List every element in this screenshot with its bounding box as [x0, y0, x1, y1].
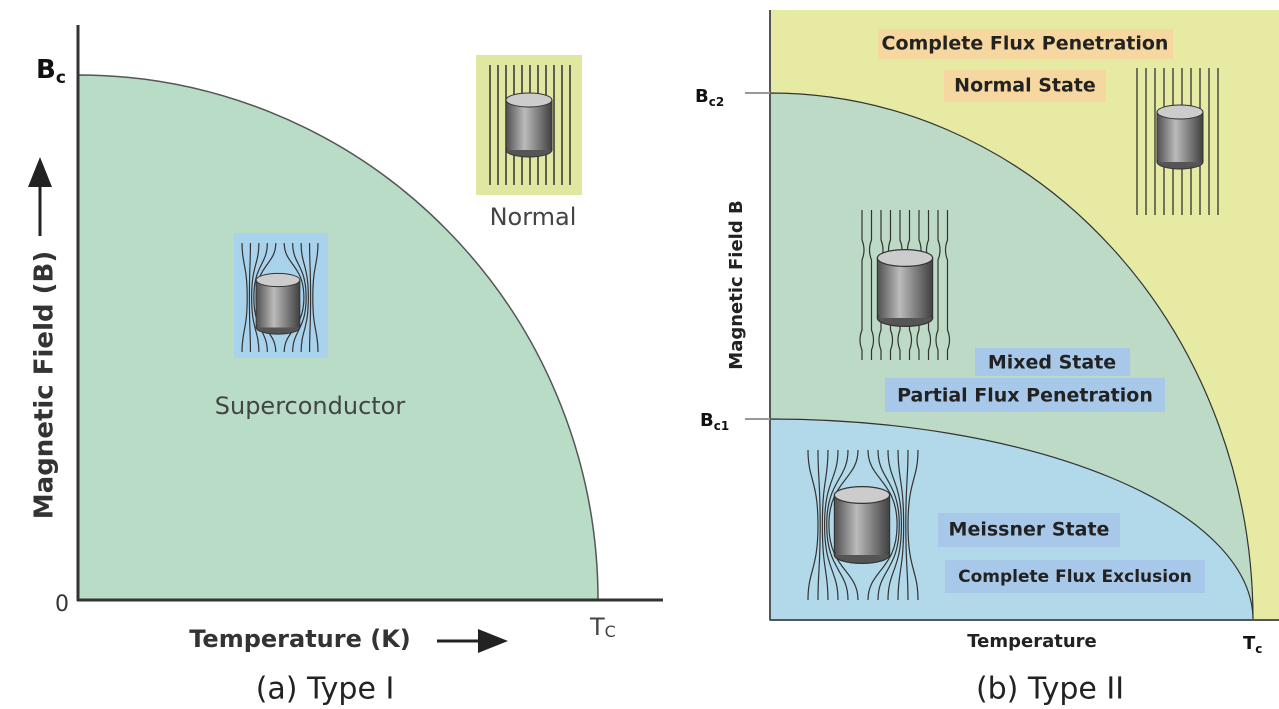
origin-label: 0	[55, 592, 69, 617]
y-axis-title: Magnetic Field B	[726, 200, 747, 369]
type-1-panel: Bc Magnetic Field (B) 0 Temperature (K) …	[30, 25, 664, 707]
x-axis-title: Temperature (K)	[189, 625, 411, 653]
tc-label: TC	[589, 613, 616, 641]
cylinder	[1157, 105, 1203, 169]
mixed-label: Partial Flux Penetration	[897, 385, 1153, 407]
mixed-label: Mixed State	[988, 352, 1116, 374]
bc-label: Bc	[36, 55, 66, 89]
caption: (b) Type II	[976, 672, 1124, 707]
cylinder	[506, 93, 552, 157]
cylinder	[877, 250, 932, 327]
normal-label: Normal	[490, 203, 577, 231]
superconductor-label: Superconductor	[215, 392, 406, 420]
normal-label: Complete Flux Penetration	[882, 33, 1169, 55]
x-axis-title: Temperature	[967, 631, 1096, 652]
tc-label: Tc	[1243, 633, 1262, 656]
normal-label: Normal State	[954, 75, 1096, 97]
bc1-label: Bc1	[700, 410, 729, 433]
bc2-label: Bc2	[695, 86, 724, 109]
type-2-panel: Complete Flux Penetration Normal State M…	[695, 10, 1279, 707]
caption: (a) Type I	[256, 672, 395, 707]
cylinder	[834, 487, 889, 564]
meissner-label: Meissner State	[949, 519, 1110, 541]
cylinder	[256, 273, 300, 334]
meissner-label: Complete Flux Exclusion	[958, 567, 1192, 587]
diagram: Bc Magnetic Field (B) 0 Temperature (K) …	[0, 0, 1279, 709]
y-axis-title: Magnetic Field (B)	[30, 251, 60, 519]
